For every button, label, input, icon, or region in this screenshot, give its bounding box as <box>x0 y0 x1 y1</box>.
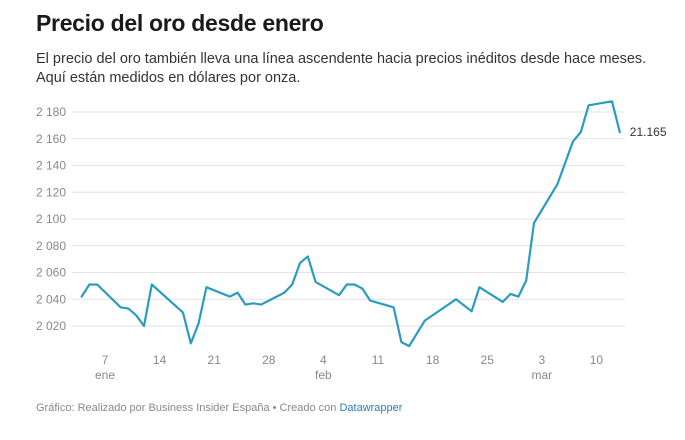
y-tick-label: 2 120 <box>36 185 66 199</box>
x-tick-month-label: feb <box>315 368 332 382</box>
x-tick-label: 7 <box>102 353 109 367</box>
x-tick-label: 3 <box>538 353 545 367</box>
y-tick-label: 2 100 <box>36 212 66 226</box>
y-tick-label: 2 020 <box>36 319 66 333</box>
x-tick-label: 21 <box>208 353 222 367</box>
series-line-gold-price <box>80 100 621 348</box>
chart-footer: Gráfico: Realizado por Business Insider … <box>36 402 402 414</box>
y-tick-label: 2 060 <box>36 266 66 280</box>
x-tick-label: 18 <box>426 353 440 367</box>
x-tick-month-label: ene <box>95 368 115 382</box>
datawrapper-link[interactable]: Datawrapper <box>339 402 403 414</box>
chart-subtitle: El precio del oro también lleva una líne… <box>36 51 647 86</box>
y-tick-label: 2 040 <box>36 292 66 306</box>
y-tick-label: 2 140 <box>36 159 66 173</box>
x-tick-month-label: mar <box>531 368 552 382</box>
source-credit: Gráfico: Realizado por Business Insider … <box>36 402 340 414</box>
y-tick-label: 2 080 <box>36 239 66 253</box>
gridlines <box>72 111 625 327</box>
x-tick-label: 28 <box>262 353 276 367</box>
y-tick-label: 2 180 <box>36 105 66 119</box>
chart-title: Precio del oro desde enero <box>36 10 324 36</box>
x-tick-label: 10 <box>590 353 604 367</box>
x-tick-label: 4 <box>320 353 327 367</box>
x-tick-label: 25 <box>481 353 495 367</box>
y-axis-ticks: 2 020 2 040 2 060 2 080 2 100 2 120 2 140 2 160… <box>36 105 66 333</box>
end-value-label: 21.165 <box>630 125 667 139</box>
y-tick-label: 2 160 <box>36 132 66 146</box>
x-tick-label: 14 <box>153 353 167 367</box>
x-tick-label: 11 <box>372 353 385 367</box>
